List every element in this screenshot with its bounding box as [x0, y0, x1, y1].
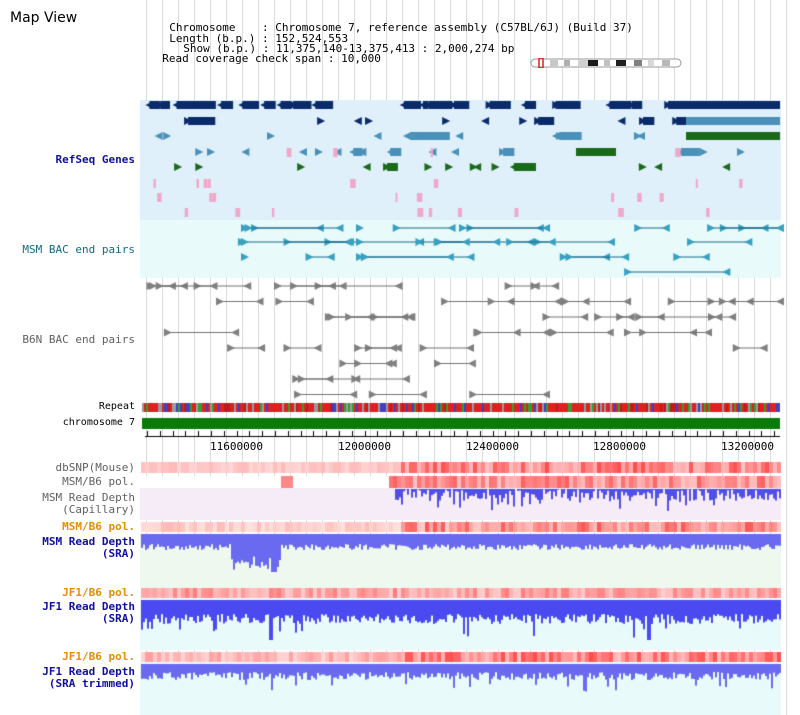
track-label-jf1-b6-pol-2[interactable]: JF1/B6 pol.	[62, 650, 135, 663]
chromosome-ideogram[interactable]	[530, 53, 682, 69]
axis-tick-label: 12800000	[593, 440, 646, 453]
chromosome-label: Chromosome	[169, 21, 236, 34]
show-value: 11,375,140-13,375,413 : 2,000,274 bp	[275, 42, 515, 55]
track-label-msm-depth-capillary-sub: (Capillary)	[62, 503, 135, 516]
track-label-jf1-depth-trimmed[interactable]: JF1 Read Depth	[42, 665, 135, 678]
track-label-repeat: Repeat	[98, 401, 135, 412]
axis-tick-label: 11600000	[210, 440, 263, 453]
chromosome-value: Chromosome 7, reference assembly (C57BL/…	[275, 21, 633, 34]
axis-tick-label: 12000000	[338, 440, 391, 453]
track-label-dbsnp[interactable]: dbSNP(Mouse)	[55, 461, 135, 474]
track-label-jf1-depth-sra[interactable]: JF1 Read Depth	[42, 600, 135, 613]
track-label-msm-depth-sra-sub: (SRA)	[101, 547, 135, 560]
length-value: 152,524,553	[275, 32, 349, 45]
length-label: Length (b.p.)	[169, 32, 256, 45]
show-info: Show (b.p.) : 11,375,140-13,375,413 : 2,…	[183, 42, 515, 55]
track-label-msm-depth-capillary[interactable]: MSM Read Depth	[42, 491, 135, 504]
track-label-jf1-depth-trimmed-sub: (SRA trimmed)	[48, 677, 135, 690]
ideogram-graphic	[530, 57, 682, 69]
coverage-value: 10,000	[341, 52, 381, 65]
track-label-chromosome: chromosome 7	[62, 417, 135, 428]
coverage-label: Read coverage check span	[162, 52, 322, 65]
track-label-jf1-b6-pol-1[interactable]: JF1/B6 pol.	[62, 586, 135, 599]
track-label-b6n-bac[interactable]: B6N BAC end pairs	[22, 333, 135, 346]
length-info: Length (b.p.) : 152,524,553	[169, 32, 349, 45]
track-label-jf1-depth-sra-sub: (SRA)	[101, 612, 135, 625]
axis-tick-label: 13200000	[721, 440, 774, 453]
coverage-info: Read coverage check span : 10,000	[162, 52, 381, 65]
page-title: Map View	[10, 10, 78, 26]
show-label: Show (b.p.)	[183, 42, 257, 55]
track-label-msm-depth-sra[interactable]: MSM Read Depth	[42, 535, 135, 548]
track-label-msm-b6-pol-2[interactable]: MSM/B6 pol.	[62, 520, 135, 533]
track-label-msm-b6-pol-1[interactable]: MSM/B6 pol.	[62, 475, 135, 488]
axis-tick-label: 12400000	[466, 440, 519, 453]
track-label-refseq[interactable]: RefSeq Genes	[55, 153, 135, 166]
track-label-msm-bac[interactable]: MSM BAC end pairs	[22, 243, 135, 256]
chromosome-info: Chromosome : Chromosome 7, reference ass…	[169, 21, 633, 34]
